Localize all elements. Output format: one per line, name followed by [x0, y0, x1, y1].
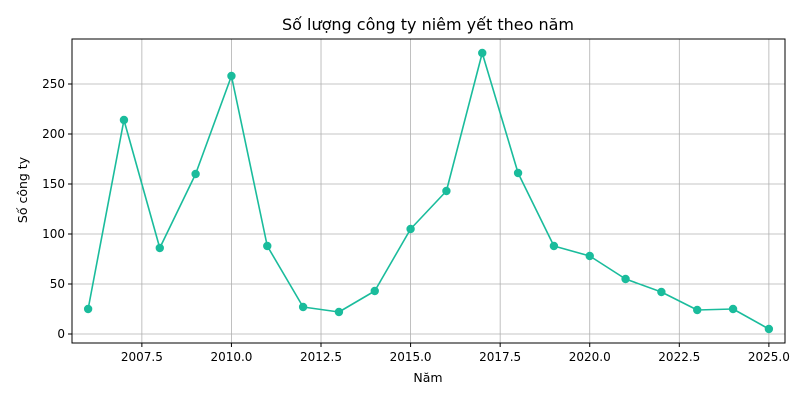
x-tick-label: 2017.5 — [479, 350, 521, 364]
series-line — [87, 52, 770, 330]
chart-title: Số lượng công ty niêm yết theo năm — [282, 15, 574, 34]
data-point — [585, 251, 594, 261]
y-tick-label: 0 — [57, 327, 65, 341]
data-point — [693, 305, 702, 315]
data-point — [549, 241, 559, 251]
data-point — [657, 287, 666, 297]
y-axis-title: Số công ty — [15, 156, 30, 223]
x-axis-title: Năm — [413, 370, 442, 385]
x-tick-label: 2022.5 — [658, 350, 700, 364]
grid-lines — [72, 39, 785, 343]
y-axis: 0 50 100 150 200 250 — [42, 77, 72, 341]
data-point — [442, 186, 451, 196]
data-point — [513, 168, 523, 178]
data-point — [298, 302, 308, 312]
data-point — [263, 241, 272, 251]
data-point — [83, 304, 93, 314]
data-point — [227, 71, 236, 81]
data-point — [764, 324, 774, 334]
data-point — [191, 169, 200, 179]
x-tick-label: 2012.5 — [300, 350, 342, 364]
x-axis: 2007.5 2010.0 2012.5 2015.0 2017.5 2020.0 2022… — [121, 343, 790, 364]
data-point — [406, 224, 415, 234]
y-tick-label: 200 — [42, 127, 65, 141]
x-tick-label: 2007.5 — [121, 350, 163, 364]
series-layer — [83, 48, 774, 334]
y-tick-label: 150 — [42, 177, 65, 191]
x-tick-label: 2010.0 — [210, 350, 252, 364]
x-tick-label: 2020.0 — [569, 350, 611, 364]
data-point — [478, 48, 487, 58]
plot-area — [71, 38, 786, 344]
data-point — [728, 304, 738, 314]
data-point — [334, 307, 344, 317]
data-point — [155, 243, 164, 253]
data-point — [621, 274, 630, 284]
y-tick-label: 50 — [50, 277, 65, 291]
y-tick-label: 100 — [42, 227, 65, 241]
x-tick-label: 2015.0 — [390, 350, 432, 364]
data-point — [370, 286, 379, 296]
data-point — [119, 115, 129, 125]
x-tick-label: 2025.0 — [748, 350, 790, 364]
y-tick-label: 250 — [42, 77, 65, 91]
